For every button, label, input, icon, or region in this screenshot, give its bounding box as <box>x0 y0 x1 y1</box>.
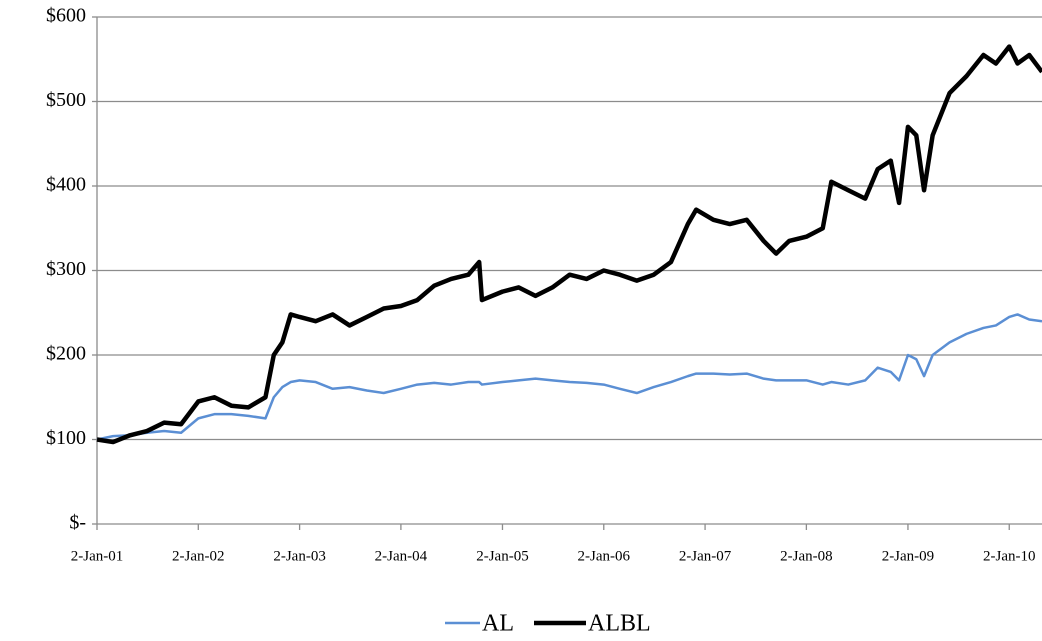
x-tick-label: 2-Jan-07 <box>679 548 732 564</box>
x-tick-label: 2-Jan-09 <box>882 548 935 564</box>
legend-label: AL <box>482 611 514 637</box>
y-tick-label: $300 <box>46 258 86 280</box>
legend-label: ALBL <box>588 611 651 637</box>
x-tick-label: 2-Jan-05 <box>476 548 529 564</box>
y-tick-label: $500 <box>46 89 86 111</box>
series-line <box>96 313 1042 441</box>
y-tick-label: $100 <box>46 427 86 449</box>
x-tick-label: 2-Jan-08 <box>780 548 833 564</box>
x-tick-label: 2-Jan-06 <box>578 548 631 564</box>
y-tick-label: $- <box>69 512 86 534</box>
x-tick-label: 2-Jan-02 <box>172 548 225 564</box>
x-tick-label: 2-Jan-04 <box>375 548 428 564</box>
series-line <box>96 44 1042 445</box>
y-tick-label: $600 <box>46 5 86 27</box>
x-tick-label: 2-Jan-10 <box>983 548 1036 564</box>
x-tick-label: 2-Jan-01 <box>71 548 124 564</box>
y-tick-label: $400 <box>46 174 86 196</box>
y-tick-label: $200 <box>46 343 86 365</box>
x-tick-label: 2-Jan-03 <box>273 548 326 564</box>
